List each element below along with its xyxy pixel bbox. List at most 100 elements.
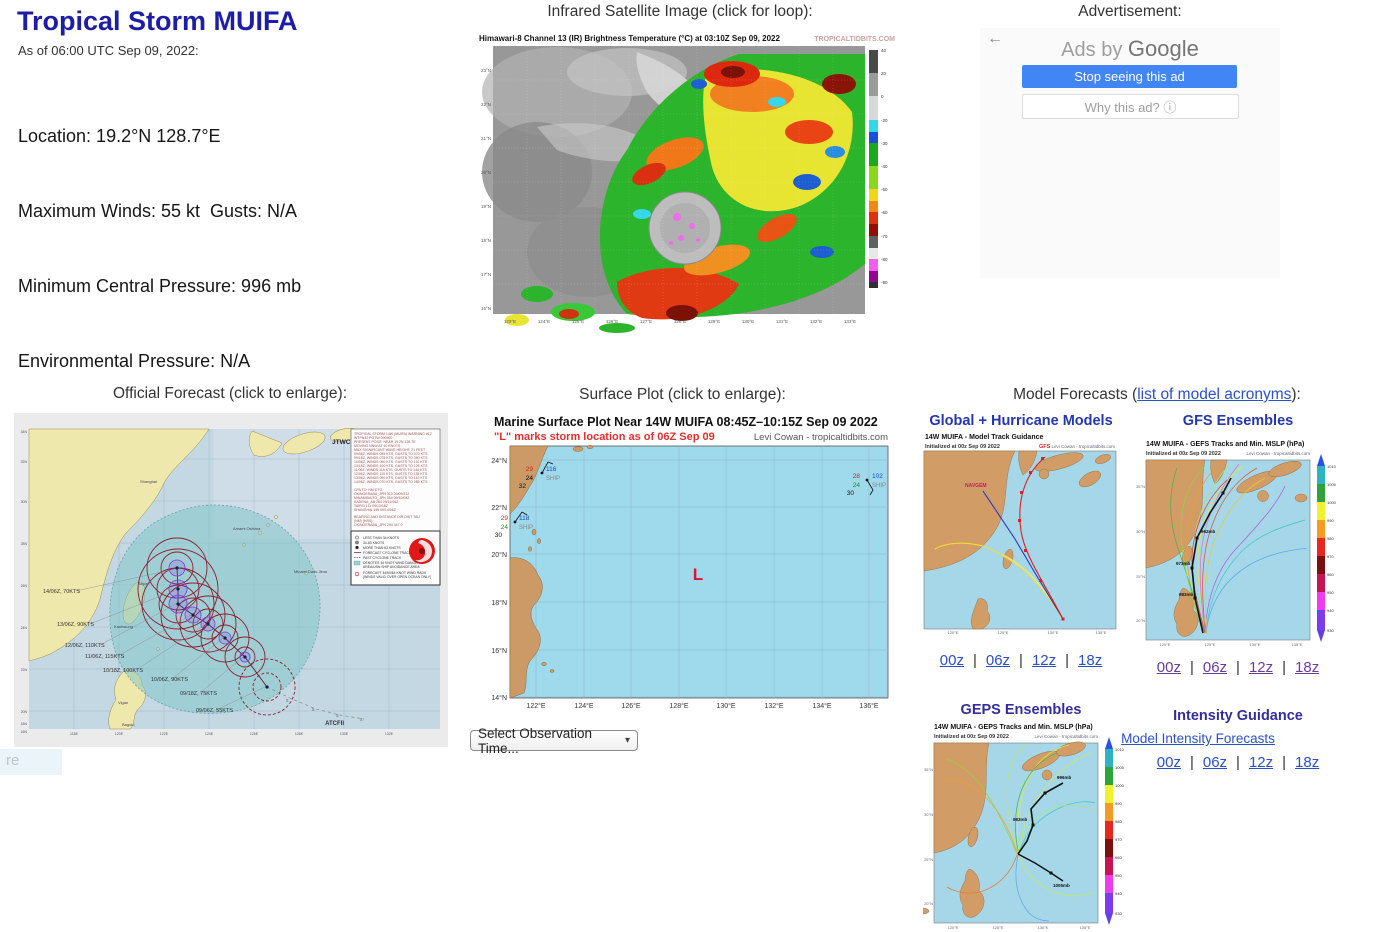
official-forecast-heading: Official Forecast (click to enlarge): [112,385,347,402]
svg-text:12/06Z, 110KTS: 12/06Z, 110KTS [65,643,105,649]
link-00z[interactable]: 00z [1156,659,1181,676]
svg-text:1005: 1005 [1327,482,1337,487]
mean-track: 996mb 983mb 1005mb [1013,775,1072,888]
svg-text:129°E: 129°E [708,319,720,324]
svg-text:30: 30 [847,490,855,497]
ad-back-icon[interactable]: ← [987,30,1003,47]
svg-text:950: 950 [1115,873,1122,878]
svg-text:123°E: 123°E [504,319,516,324]
model-track-guidance-link[interactable]: 14W MUIFA - Model Track Guidance Initial… [914,431,1117,642]
storm-timestamp: As of 06:00 UTC Sep 09, 2022: [18,43,199,58]
svg-text:40: 40 [881,48,887,53]
svg-text:120°E: 120°E [948,925,959,930]
link-00z[interactable]: 00z [939,652,964,669]
gfs-ensembles-label[interactable]: GFS Ensembles [1182,413,1294,429]
svg-text:-60: -60 [881,210,888,215]
geps-map-link[interactable]: 14W MUIFA - GEPS Tracks and Min. MSLP (h… [916,721,1125,932]
model-track-guidance-map[interactable]: 14W MUIFA - Model Track Guidance Initial… [914,431,1117,637]
svg-text:-90: -90 [881,280,888,285]
svg-text:MINAMIDAITO_JPN 354 09/10: MINAMIDAITO_JPN 354 09/10/09Z [354,496,410,500]
why-this-ad-button[interactable]: Why this ad? ⓘ [1022,94,1239,119]
svg-text:962mb: 962mb [1201,529,1216,534]
surface-plot[interactable]: Marine Surface Plot Near 14W MUIFA 08:45… [486,412,894,714]
satellite-y-axis: 23°N 22°N 21°N 20°N 19°N 18°N 17°N 16°N [481,68,491,311]
geps-ensembles-label[interactable]: GEPS Ensembles [960,702,1082,718]
gfs-ensembles-time-links: 00z | 06z | 12z | 18z [1140,659,1336,676]
svg-text:24N: 24N [21,626,28,630]
svg-text:34N: 34N [21,430,28,434]
link-18z[interactable]: 18z [1295,659,1320,676]
separator: | [1236,659,1240,676]
svg-text:30N: 30N [21,500,28,504]
svg-text:25°N: 25°N [1136,574,1145,579]
link-18z[interactable]: 18z [1295,754,1320,771]
svg-text:28: 28 [853,473,861,480]
svg-text:SHANGHAI 195 09/14: SHANGHAI 195 09/14/06Z [354,508,397,512]
svg-text:960: 960 [1327,572,1334,577]
svg-text:24: 24 [853,482,861,489]
link-18z[interactable]: 18z [1078,652,1103,669]
svg-text:23°N: 23°N [481,68,491,73]
svg-text:13/06Z, 90KTS: 13/06Z, 90KTS [57,622,94,628]
satellite-x-axis: 123°E 124°E 125°E 126°E 127°E 128°E 129°… [504,319,856,324]
ensemble-tracks [942,744,1096,922]
svg-text:SHIP: SHIP [519,525,533,531]
gefs-y-ticks: 35°N 30°N 25°N 20°N [1136,484,1145,623]
svg-text:127°E: 127°E [640,319,652,324]
link-00z[interactable]: 00z [1156,754,1181,771]
atcf-id-label: ATCFII [325,721,344,727]
svg-text:10/18Z, WINDS 100 KTS, GUSTS T: 10/18Z, WINDS 100 KTS, GUSTS TO 125 KTS [354,464,428,468]
svg-text:130°E: 130°E [1048,630,1059,635]
link-12z[interactable]: 12z [1248,659,1274,676]
surface-plot-link[interactable]: Marine Surface Plot Near 14W MUIFA 08:45… [486,412,894,719]
satellite-image[interactable]: Himawari-8 Channel 13 (IR) Brightness Te… [477,32,897,333]
link-12z[interactable]: 12z [1031,652,1057,669]
svg-text:950: 950 [1327,590,1334,595]
svg-text:128°E: 128°E [669,702,688,710]
svg-text:FORECAST CYCLONE TRACK: FORECAST CYCLONE TRACK [363,551,412,555]
svg-text:30: 30 [495,532,503,539]
global-models-label[interactable]: Global + Hurricane Models [929,413,1113,429]
official-forecast-map[interactable]: s s s s [14,413,448,747]
geps-title: 14W MUIFA - GEPS Tracks and Min. MSLP (h… [934,724,1093,731]
guidance-init: Initialized at 00z Sep 09 2022 [925,444,1000,450]
link-06z[interactable]: 06z [985,652,1011,669]
svg-text:980: 980 [1327,536,1334,541]
mslp-colorbar: 1010 1005 1000 990 980 970 960 950 940 930 [1105,737,1125,925]
svg-text:10/06Z, 90KTS: 10/06Z, 90KTS [151,677,188,683]
svg-text:135°E: 135°E [1080,925,1091,930]
model-forecasts-heading: Model Forecasts (list of model acronyms)… [952,386,1362,404]
svg-text:10/06Z, WINDS 090 KTS, GUSTS T: 10/06Z, WINDS 090 KTS, GUSTS TO 110 KTS [354,460,428,464]
link-06z[interactable]: 06z [1202,659,1228,676]
legend-panel: LESS THAN 34 KNOTS 34-63 KNOTS MORE THAN… [350,530,441,586]
stop-seeing-ad-button[interactable]: Stop seeing this ad [1022,65,1237,88]
svg-text:s: s [360,717,363,723]
link-12z[interactable]: 12z [1248,754,1274,771]
svg-text:973mb: 973mb [1176,561,1191,566]
surface-grid [510,446,888,698]
svg-text:120°E: 120°E [1160,642,1171,647]
station-plot: 29 116 24 SHIP 32 [519,461,560,490]
svg-text:136°E: 136°E [859,702,878,710]
model-acronyms-link[interactable]: list of model acronyms [1137,386,1292,403]
observation-time-select[interactable]: Select Observation Time... ▾ [470,726,638,756]
svg-text:TROPICAL STORM 14W (MUIFA) WAR: TROPICAL STORM 14W (MUIFA) WARNING #12 [354,432,432,436]
gefs-map[interactable]: 14W MUIFA - GEFS Tracks and Min. MSLP (h… [1135,438,1337,650]
svg-text:131°E: 131°E [776,319,788,324]
svg-text:30°N: 30°N [1136,529,1145,534]
svg-text:130°E: 130°E [716,702,735,710]
svg-text:25°N: 25°N [924,857,933,862]
link-06z[interactable]: 06z [1202,754,1228,771]
svg-text:Baguio: Baguio [122,722,135,727]
mslp-colorbar: 1010 1005 1000 990 980 970 960 950 940 930 [1317,454,1337,642]
ads-by-google-label: Ads by Google [980,36,1280,62]
gefs-map-link[interactable]: 14W MUIFA - GEFS Tracks and Min. MSLP (h… [1135,438,1337,655]
svg-text:PRESENT POSIT: NEAR 19.2N 128.: PRESENT POSIT: NEAR 19.2N 128.7E [354,440,416,444]
model-intensity-forecasts-link[interactable]: Model Intensity Forecasts [1121,731,1275,746]
satellite-image-link[interactable]: Himawari-8 Channel 13 (IR) Brightness Te… [477,32,897,338]
svg-text:(NM) (HRS): (NM) (HRS) [354,519,372,523]
svg-text:FORECAST 34/50/64 KNOT WIND RA: FORECAST 34/50/64 KNOT WIND RADII [363,571,426,575]
geps-map[interactable]: 14W MUIFA - GEPS Tracks and Min. MSLP (h… [916,721,1125,932]
official-forecast-link[interactable]: s s s s [14,413,448,752]
svg-text:14/06Z, 70KTS: 14/06Z, 70KTS [43,589,80,595]
